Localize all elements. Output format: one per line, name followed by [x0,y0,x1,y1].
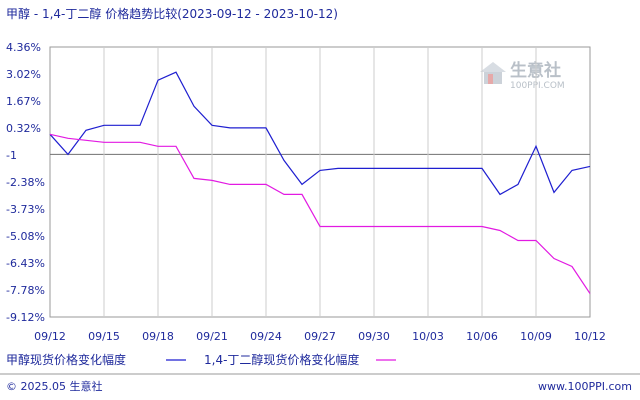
x-tick-label: 10/12 [574,330,606,343]
y-tick-label: 1.67% [6,95,41,108]
legend: 甲醇现货价格变化幅度 1,4-丁二醇现货价格变化幅度 [6,352,396,367]
x-tick-label: 09/12 [34,330,66,343]
y-tick-label: -7.78% [6,284,45,297]
x-axis-ticks: 09/12 09/15 09/18 09/21 09/24 09/27 09/30 10/03… [34,330,606,343]
watermark-url: 100PPI.COM [510,81,565,91]
y-tick-label: 4.36% [6,41,41,54]
y-tick-label: -1 [6,149,17,162]
x-tick-label: 10/06 [466,330,498,343]
y-tick-label: 3.02% [6,68,41,81]
y-tick-label: -9.12% [6,311,45,324]
y-axis-ticks: 4.36% 3.02% 1.67% 0.32% -1 -2.38% -3.73% -5.08%… [6,41,45,324]
y-tick-label: -6.43% [6,257,45,270]
y-tick-label: -5.08% [6,230,45,243]
series-line-1 [49,71,591,196]
x-tick-label: 09/18 [142,330,174,343]
x-tick-label: 09/24 [250,330,282,343]
chart-title: 甲醇 - 1,4-丁二醇 价格趋势比较(2023-09-12 - 2023-10… [6,6,338,21]
x-tick-label: 09/27 [304,330,336,343]
footer-url: www.100PPI.com [538,380,632,393]
series-line-2 [49,133,591,294]
x-tick-label: 10/09 [520,330,552,343]
legend-label-series-1: 甲醇现货价格变化幅度 [6,352,126,367]
legend-label-series-2: 1,4-丁二醇现货价格变化幅度 [204,352,359,367]
watermark-logo-icon [480,62,506,84]
x-tick-label: 10/03 [412,330,444,343]
x-tick-label: 09/30 [358,330,390,343]
watermark: 生意社 100PPI.COM [480,60,565,91]
x-tick-label: 09/21 [196,330,228,343]
x-tick-label: 09/15 [88,330,120,343]
y-tick-label: 0.32% [6,122,41,135]
y-tick-label: -2.38% [6,176,45,189]
grid [50,47,590,317]
y-tick-label: -3.73% [6,203,45,216]
footer-copyright: © 2025.05 生意社 [6,379,102,393]
series [49,71,591,294]
